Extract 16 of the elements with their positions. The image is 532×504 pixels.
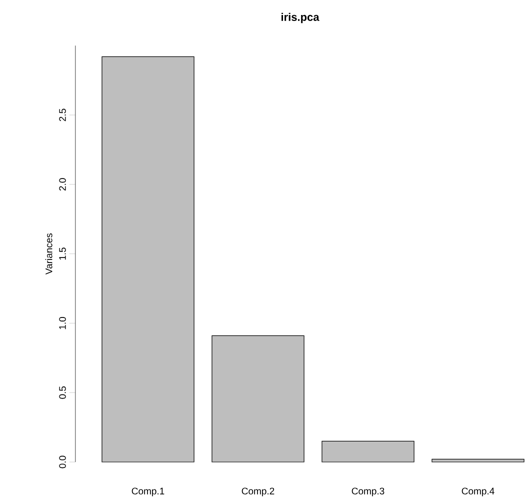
y-tick-label: 2.5	[59, 108, 66, 122]
bar	[212, 335, 304, 462]
bar	[102, 56, 194, 462]
y-tick-label: 0.0	[59, 456, 66, 468]
bar	[432, 458, 524, 462]
x-tick-label: Comp.1	[132, 488, 164, 496]
x-tick-label: Comp.2	[242, 488, 274, 496]
y-tick-label: 0.5	[59, 386, 66, 399]
bar	[322, 440, 414, 462]
y-tick-label: 1.0	[59, 316, 66, 330]
x-tick-label: Comp.4	[462, 488, 494, 496]
x-tick-label: Comp.3	[352, 488, 384, 496]
y-tick-label: 2.0	[59, 178, 66, 191]
chart-title: iris.pca	[282, 12, 320, 24]
y-axis-title: Variances	[45, 233, 52, 275]
y-tick-label: 1.5	[59, 248, 66, 260]
